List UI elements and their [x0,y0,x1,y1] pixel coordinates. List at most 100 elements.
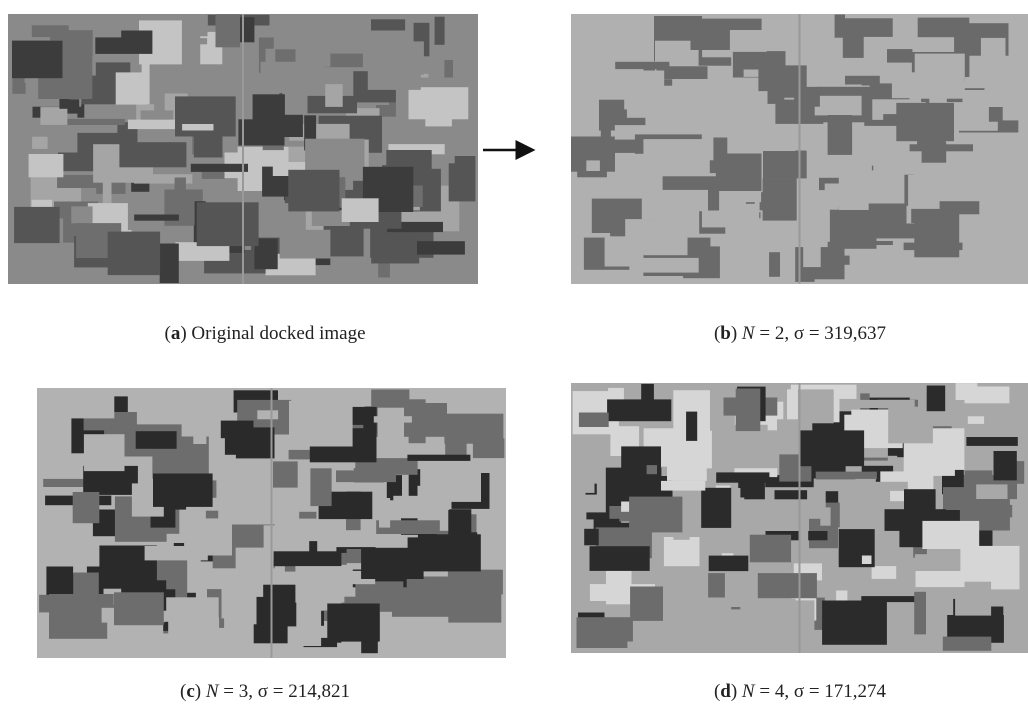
image-texture [368,57,421,90]
image-texture [911,209,943,223]
image-texture [896,103,954,141]
image-texture [770,599,795,622]
caption: (d) N = 4, σ = 171,274 [714,681,887,702]
image-texture [401,622,418,653]
caption-part: b [720,323,731,344]
image-texture [108,232,160,276]
image-texture [379,498,390,528]
image-texture [14,207,60,243]
caption-part: ) Original docked image [180,323,365,344]
image-texture [409,87,469,119]
image-texture [820,507,830,525]
caption-part: ) [731,681,742,702]
image-texture [605,16,620,39]
image-texture [590,546,650,571]
image-texture [175,178,186,214]
image-texture [73,566,87,574]
image-texture [872,566,897,579]
caption-part: ) [731,323,742,344]
image-texture [828,115,853,155]
image-texture [134,215,179,221]
image-texture [630,587,663,621]
image-texture [607,399,671,421]
image-texture [420,459,481,502]
image-texture [627,103,646,118]
image-texture [667,441,707,481]
image-texture [579,413,609,428]
image-texture [193,436,206,444]
image-texture [197,202,259,246]
image-texture [627,642,685,652]
image-texture [817,87,871,96]
image-texture [966,437,1017,446]
image-texture [639,258,699,273]
image-texture [321,530,344,545]
image-texture [736,389,761,432]
image-texture [263,585,296,627]
image-texture [216,14,241,47]
image-texture [798,389,834,423]
image-texture [74,554,100,564]
image-texture [136,431,177,449]
image-texture [621,446,661,483]
image-texture [128,120,181,130]
image-texture [29,154,64,177]
image-texture [62,30,93,56]
image-texture [280,230,331,259]
image-texture [221,421,254,439]
image-texture [916,571,965,587]
image-texture [361,548,424,579]
image-texture [835,15,845,38]
image-texture [84,434,125,471]
image-texture [116,72,146,104]
image-texture [968,416,984,424]
image-texture [299,512,316,519]
image-texture [73,492,100,523]
image-texture [816,472,877,480]
image-texture [310,468,331,506]
image-texture [145,546,208,560]
image-texture [892,72,953,98]
image-texture [182,124,213,131]
image-texture [288,170,339,212]
image [8,14,478,284]
caption-part: c [186,681,194,702]
image-texture [736,232,756,262]
image-texture [374,416,412,422]
image-texture [371,236,419,264]
image-texture [199,38,207,44]
image-texture [760,192,794,210]
image-texture [476,397,491,408]
image-texture [327,604,379,642]
image-texture [758,573,817,598]
image-texture [153,474,213,507]
figure: (a) Original docked image(b) N = 2, σ = … [0,0,1028,709]
image-texture [856,479,876,524]
image-texture [803,231,821,268]
image-texture [994,451,1017,480]
image-texture [986,178,1000,201]
image-texture [417,241,465,254]
caption: (a) Original docked image [164,323,365,344]
image-texture [95,16,122,38]
image-texture [32,137,48,149]
image-texture [191,26,207,37]
image-texture [709,556,749,572]
image-texture [716,472,769,482]
image-texture [862,556,872,565]
image-texture [914,592,926,635]
image [571,383,1028,653]
image-texture [577,617,633,648]
image-texture [943,637,992,651]
image-texture [643,139,709,160]
image-texture [691,23,730,50]
image-texture [664,537,700,566]
caption-part: a [171,323,181,344]
image-texture [141,110,174,119]
image-texture [686,412,697,441]
caption-part: = 4, σ = 171,274 [755,681,887,702]
image-texture [775,490,808,499]
image-texture [584,529,599,546]
image-texture [800,430,864,466]
image-texture [783,65,806,97]
